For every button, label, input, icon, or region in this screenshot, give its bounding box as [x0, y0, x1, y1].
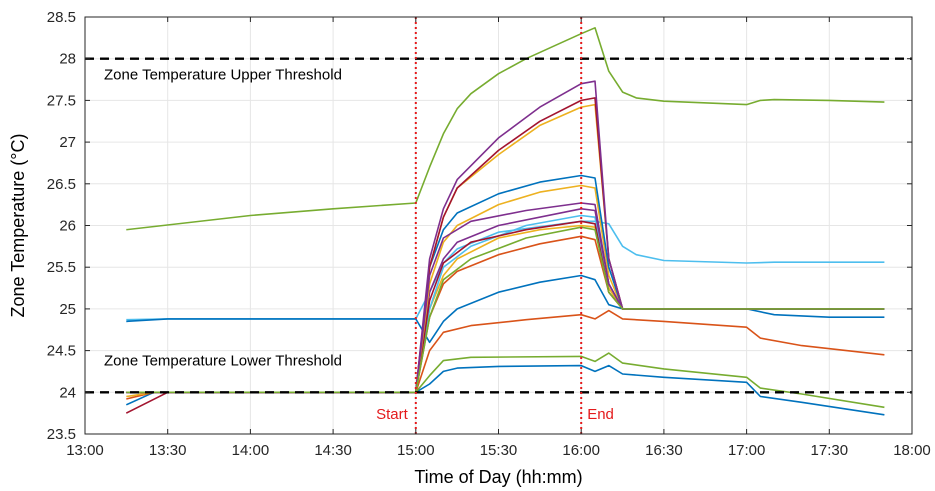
x-axis-title: Time of Day (hh:mm)	[414, 467, 582, 487]
y-tick-label: 23.5	[47, 426, 76, 443]
x-tick-label: 18:00	[893, 442, 931, 459]
y-tick-label: 25.5	[47, 259, 76, 276]
series-line-8	[126, 224, 885, 398]
y-tick-label: 24	[59, 384, 76, 401]
series-line-17	[126, 202, 885, 394]
x-tick-label: 14:00	[232, 442, 270, 459]
x-tick-label: 14:30	[314, 442, 352, 459]
x-tick-label: 13:30	[149, 442, 187, 459]
y-tick-label: 26	[59, 218, 76, 235]
threshold-lines: Zone Temperature Upper Threshold Zone Tem…	[85, 57, 912, 394]
y-tick-label: 28.5	[47, 9, 76, 26]
event-marker-label: Start	[376, 406, 409, 423]
series-line-1	[126, 26, 885, 231]
x-tick-label: 17:00	[728, 442, 766, 459]
series-line-11	[125, 220, 885, 414]
series-line-5	[126, 309, 885, 400]
x-tick-label: 15:00	[397, 442, 435, 459]
y-axis-title: Zone Temperature (°C)	[8, 134, 28, 318]
series-lines	[125, 26, 885, 416]
y-tick-label: 27	[59, 134, 76, 151]
x-tick-label: 13:00	[66, 442, 104, 459]
x-tick-label: 15:30	[480, 442, 518, 459]
series-line-18	[126, 226, 885, 394]
x-tick-label: 16:30	[645, 442, 683, 459]
threshold-label: Zone Temperature Lower Threshold	[104, 352, 342, 369]
y-tick-label: 28	[59, 51, 76, 68]
y-tick-label: 27.5	[47, 92, 76, 109]
y-tick-label: 26.5	[47, 176, 76, 193]
x-tick-label: 17:30	[811, 442, 849, 459]
event-marker-label: End	[587, 406, 614, 423]
y-tick-label: 24.5	[47, 343, 76, 360]
series-line-4	[126, 352, 885, 409]
x-tick-label: 16:00	[562, 442, 600, 459]
series-line-14	[126, 103, 885, 394]
y-tick-label: 25	[59, 301, 76, 318]
axis-ticks: 13:00 13:30 14:00 14:30 15:00 15:30 16:00 16:30…	[47, 9, 931, 459]
event-markers: Start End	[376, 17, 614, 434]
series-line-12	[126, 184, 885, 394]
threshold-label: Zone Temperature Upper Threshold	[104, 67, 342, 84]
series-line-16	[126, 80, 885, 394]
